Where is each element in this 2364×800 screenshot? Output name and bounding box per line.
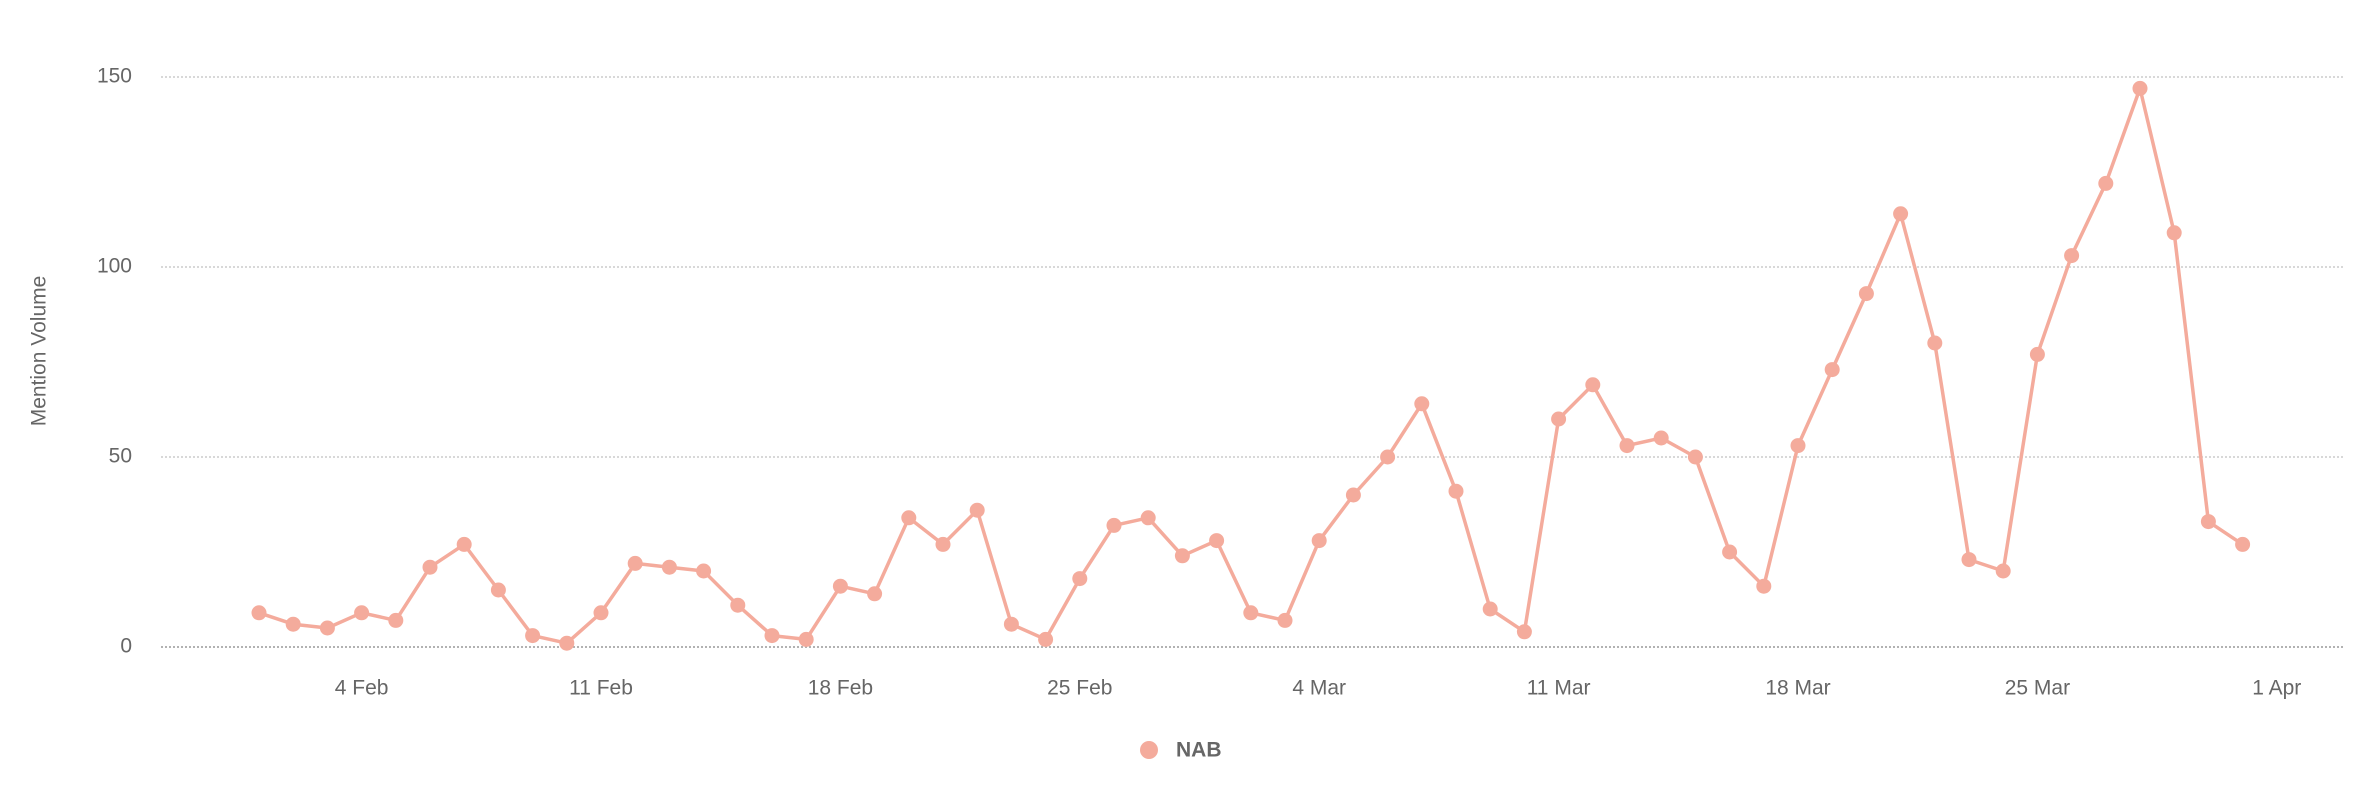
data-point: [319, 620, 335, 636]
data-point: [251, 605, 267, 621]
data-point: [1277, 612, 1293, 628]
series-line: [258, 86, 2244, 645]
data-point: [1482, 601, 1498, 617]
x-tick-label: 18 Mar: [1765, 677, 1830, 700]
data-point: [354, 605, 370, 621]
data-point: [1722, 544, 1738, 560]
data-point: [2029, 346, 2045, 362]
data-point: [1243, 605, 1259, 621]
data-point: [1687, 449, 1703, 465]
y-tick-label: 150: [97, 65, 132, 88]
data-point: [2132, 80, 2148, 96]
data-point: [388, 612, 404, 628]
data-point: [901, 510, 917, 526]
data-point: [285, 616, 301, 632]
data-point: [1790, 438, 1806, 454]
data-point: [1653, 430, 1669, 446]
data-point: [1345, 487, 1361, 503]
data-point: [1516, 624, 1532, 640]
x-tick-label: 4 Feb: [335, 677, 389, 700]
data-point: [798, 631, 814, 647]
data-point: [832, 578, 848, 594]
data-point: [1893, 206, 1909, 222]
data-point: [1995, 563, 2011, 579]
x-tick-label: 11 Feb: [569, 677, 633, 700]
legend-label[interactable]: NAB: [1176, 739, 1222, 762]
x-tick-label: 1 Apr: [2252, 677, 2301, 700]
legend-marker: [1140, 741, 1158, 759]
data-point: [490, 582, 506, 598]
data-point: [2235, 536, 2251, 552]
x-tick-label: 18 Feb: [808, 677, 873, 700]
data-point: [696, 563, 712, 579]
y-tick-label: 0: [120, 635, 132, 658]
data-point: [1414, 396, 1430, 412]
x-tick-label: 4 Mar: [1292, 677, 1346, 700]
x-tick-label: 11 Mar: [1527, 677, 1591, 700]
data-point: [1824, 362, 1840, 378]
data-point: [1585, 377, 1601, 393]
data-point: [764, 628, 780, 644]
data-point: [1756, 578, 1772, 594]
data-point: [935, 536, 951, 552]
data-point: [525, 628, 541, 644]
x-tick-label: 25 Mar: [2005, 677, 2070, 700]
data-point: [1140, 510, 1156, 526]
data-point: [1038, 631, 1054, 647]
data-point: [559, 635, 575, 651]
data-point: [1380, 449, 1396, 465]
data-point: [2166, 225, 2182, 241]
data-point: [593, 605, 609, 621]
data-point: [2200, 514, 2216, 530]
x-tick-label: 25 Feb: [1047, 677, 1112, 700]
data-point: [969, 502, 985, 518]
data-point: [1003, 616, 1019, 632]
data-point: [2098, 175, 2114, 191]
y-tick-label: 50: [109, 445, 132, 468]
y-axis-label: Mention Volume: [28, 276, 51, 427]
data-point: [867, 586, 883, 602]
data-point: [627, 555, 643, 571]
data-point: [1311, 533, 1327, 549]
data-point: [1209, 533, 1225, 549]
data-point: [422, 559, 438, 575]
data-point: [456, 536, 472, 552]
data-point: [1551, 411, 1567, 427]
data-point: [1858, 286, 1874, 302]
data-point: [1619, 438, 1635, 454]
data-point: [1448, 483, 1464, 499]
y-tick-label: 100: [97, 255, 132, 278]
data-point: [661, 559, 677, 575]
data-point: [1961, 552, 1977, 568]
data-point: [1927, 335, 1943, 351]
data-point: [1072, 571, 1088, 587]
data-point: [1174, 548, 1190, 564]
data-point: [730, 597, 746, 613]
data-point: [2064, 248, 2080, 264]
data-point: [1106, 517, 1122, 533]
